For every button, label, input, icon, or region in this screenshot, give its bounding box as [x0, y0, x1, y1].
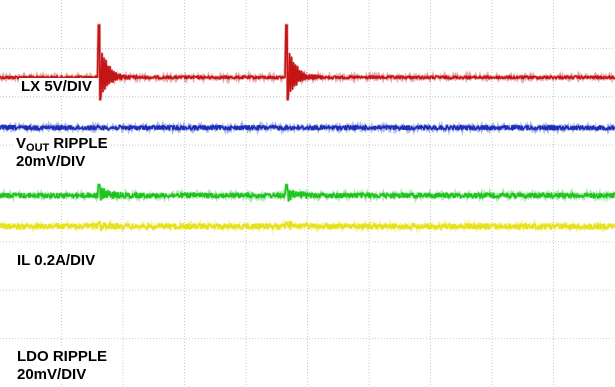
il-trace [0, 183, 615, 202]
lx-trace [0, 24, 615, 101]
lx-channel-label: LX 5V/DIV [19, 78, 98, 96]
ldo-label-line2: 20mV/DIV [17, 366, 87, 383]
vout-ripple-trace [0, 124, 615, 131]
il-channel-label: IL 0.2A/DIV [15, 252, 104, 270]
ldo-label-line1: LDO RIPPLE [17, 348, 108, 365]
vout-label-line1: VOUT RIPPLE [16, 135, 108, 154]
traces [0, 23, 615, 235]
ldo-ripple-trace [0, 220, 615, 232]
vout-channel-label: VOUT RIPPLE 20mV/DIV [14, 135, 110, 171]
ldo-channel-label: LDO RIPPLE 20mV/DIV [15, 348, 110, 384]
vout-label-line2: 20mV/DIV [16, 153, 86, 170]
